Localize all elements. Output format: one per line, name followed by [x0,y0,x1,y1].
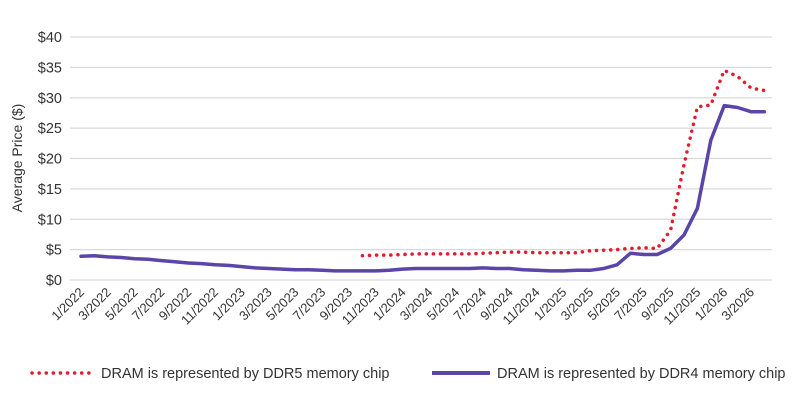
y-tick-label: $30 [38,91,62,107]
gridlines [70,37,772,280]
y-tick-label: $0 [46,273,62,289]
y-tick-label: $20 [38,152,62,168]
y-tick-label: $35 [38,60,62,76]
y-tick-label: $40 [38,30,62,46]
legend-label-ddr4: DRAM is represented by DDR4 memory chip [497,366,785,382]
legend-label-ddr5: DRAM is represented by DDR5 memory chip [101,366,389,382]
y-tick-label: $5 [46,243,62,259]
series-lines [81,70,764,271]
y-axis-label: Average Price ($) [9,104,25,213]
y-tick-label: $15 [38,182,62,198]
y-axis-ticks: $0 $5 $10 $15 $20 $25 $30 $35 $40 [38,30,62,289]
y-tick-label: $25 [38,121,62,137]
y-tick-label: $10 [38,212,62,228]
legend: DRAM is represented by DDR5 memory chip … [32,366,785,382]
x-axis-ticks: 1/20223/20225/20227/20229/202211/20221/2… [48,285,757,328]
